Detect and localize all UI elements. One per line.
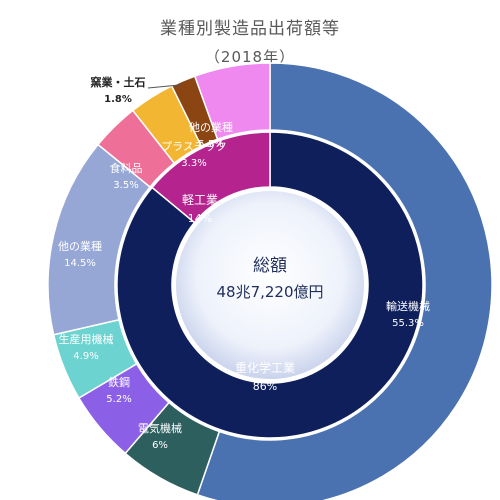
outer-label-value-4: 14.5%	[64, 258, 96, 269]
center-label: 総額	[253, 256, 287, 276]
outer-label-value-6: 3.3%	[181, 158, 206, 169]
outer-label-name-3: 生産用機械	[59, 332, 114, 346]
center-value: 48兆7,220億円	[216, 283, 323, 301]
outer-label-name-8: 他の業種	[189, 120, 233, 134]
inner-label-value-1: 14%	[188, 212, 212, 225]
inner-label-name-1: 軽工業	[182, 193, 218, 207]
outer-label-name-5: 食料品	[110, 161, 143, 175]
inner-slice-0	[116, 131, 424, 439]
outer-label-value-7: 1.8%	[104, 94, 132, 105]
outer-label-name-0: 輸送機械	[386, 299, 430, 313]
outer-label-value-2: 5.2%	[106, 394, 131, 405]
outer-label-value-0: 55.3%	[392, 318, 424, 329]
outer-label-name-4: 他の業種	[58, 239, 102, 253]
outer-label-name-2: 鉄鋼	[108, 375, 130, 389]
outer-label-value-8: 5.5%	[198, 139, 223, 150]
outer-label-name-1: 電気機械	[138, 421, 182, 435]
inner-slice-1	[151, 131, 271, 224]
chart-subtitle: （2018年）	[204, 48, 296, 66]
inner-label-name-0: 重化学工業	[235, 360, 295, 375]
outer-slice-8	[193, 62, 271, 141]
leader-line	[147, 84, 183, 89]
inner-label-value-0: 86%	[253, 380, 277, 393]
center-disc	[176, 191, 364, 379]
outer-label-value-3: 4.9%	[73, 351, 98, 362]
chart-title: 業種別製造品出荷額等	[160, 19, 340, 39]
outer-label-value-1: 6%	[152, 440, 168, 451]
outer-label-name-6: プラスチック	[161, 140, 227, 153]
outer-slice-0	[196, 62, 493, 500]
outer-label-value-5: 3.5%	[113, 180, 138, 191]
outer-label-name-7: 窯業・土石	[91, 75, 146, 89]
